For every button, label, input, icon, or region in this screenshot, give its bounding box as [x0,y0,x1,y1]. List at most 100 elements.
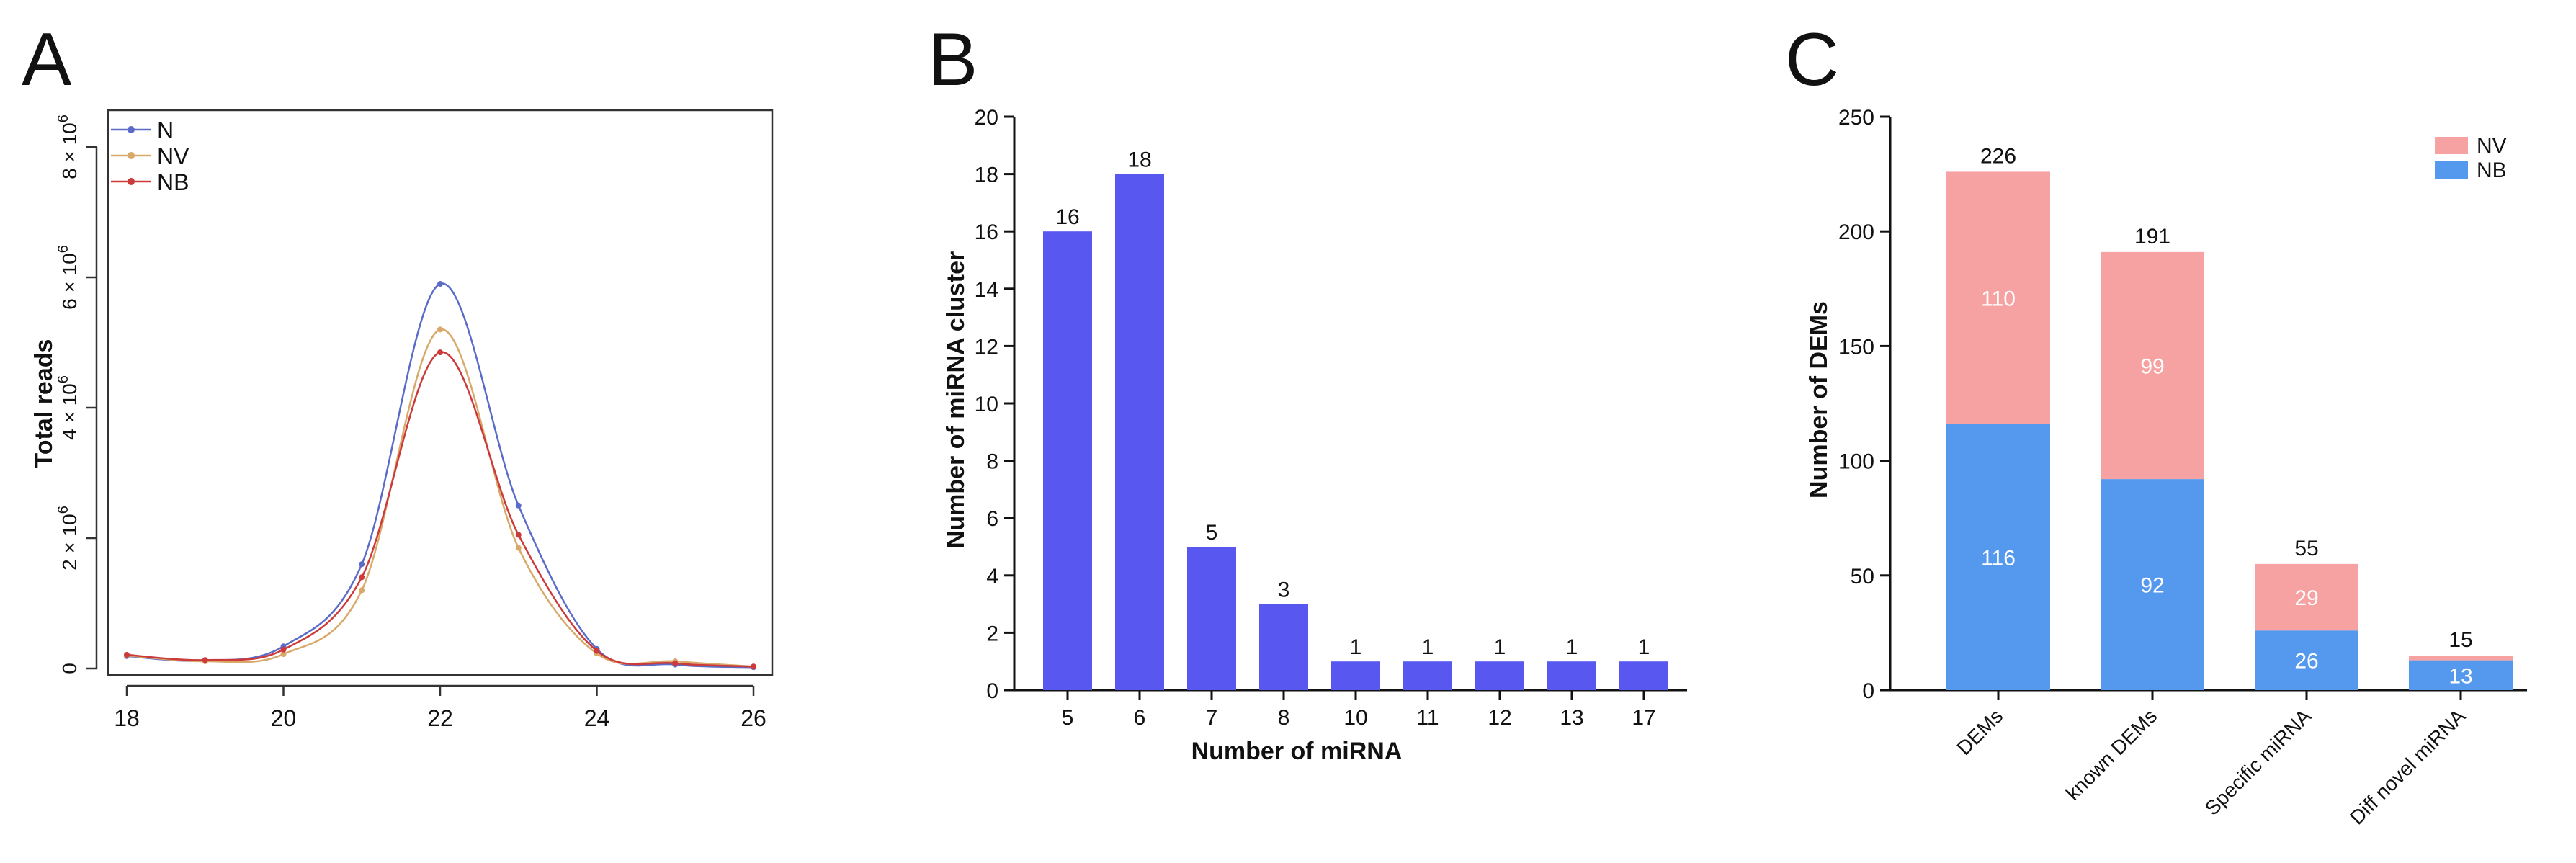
panel-b-data-label: 1 [1494,635,1506,659]
panel-a-series-line-nb [126,351,754,668]
panel-b-bar [1475,661,1524,690]
panel-b-bar [1043,231,1092,690]
panel-c-segment-label-nv: 99 [2140,354,2164,378]
panel-b-bars: 16 18 5 3 1 1 1 1 1 [1043,148,1668,691]
panel-a-y-tick-label-base: 2 × 10 [58,514,81,571]
panel-a-y-tick-label: 8 × 106 [55,115,81,179]
panel-b-data-label: 1 [1422,635,1434,659]
panel-c-bar-segment-nv [2101,251,2204,480]
panel-b-data-label: 16 [1055,205,1079,229]
panel-c-y-tick-label: 200 [1838,220,1874,244]
panel-b-bar [1547,661,1596,690]
panel-a-x-tick-label: 26 [741,705,766,731]
panel-c-bar-segment-nb [2409,660,2513,690]
panel-c-total-label: 226 [1980,144,2016,168]
panel-b-y-tick-label: 10 [975,393,998,416]
panel-a-y-tick-label-base: 0 [58,663,81,674]
panel-c-x-axis: DEMs known DEMs Specific miRNA Diff novel m… [1890,689,2527,829]
panel-c-bar-segment-nv [2409,656,2513,661]
panel-b-x-axis: 5 6 7 8 10 11 12 13 17 [1014,689,1687,730]
panel-a-point-nb [751,663,756,670]
panel-b-data-label: 18 [1127,148,1151,172]
panel-a-point-nb [124,651,130,658]
panel-c-total-label: 55 [2294,537,2318,560]
panel-b-y-tick-label: 14 [975,278,998,302]
panel-a-y-tick-label-group: 6 × 106 [55,245,81,310]
panel-a-point-n [359,561,365,568]
panel-letter-a: A [22,18,72,102]
panel-c-y-tick-label: 250 [1838,106,1874,130]
panel-b-y-axis: 0 2 4 6 8 10 12 14 16 18 20 [975,106,1016,703]
panel-c-x-tick-label: Specific miRNA [2201,705,2316,820]
panel-a-y-tick-label-group: 0 [58,663,81,674]
panel-a-point-n [437,281,443,287]
panel-b-y-axis-label: Number of miRNA cluster [942,251,970,548]
panel-b-x-tick-label: 13 [1560,706,1583,730]
panel-c-total-label: 15 [2448,628,2472,652]
panel-a-point-n [515,502,522,509]
panel-c-segment-label-nv: 110 [1981,287,2016,311]
panel-b-y-tick-label: 18 [975,164,998,187]
panel-a-y-tick-label-exponent: 6 [55,375,71,383]
panel-c-segment-label-nb: 26 [2294,650,2318,674]
panel-b-bar [1115,174,1164,691]
panel-a-y-tick-label-exponent: 6 [55,506,71,514]
panel-b-y-tick-label: 16 [975,220,998,244]
panel-a-point-nv [437,326,443,333]
panel-a-y-tick-label-base: 4 × 10 [58,383,81,440]
panel-a-legend-marker-n [128,126,135,133]
panel-b-bar [1187,547,1236,690]
panel-b-x-tick-label: 12 [1488,706,1511,730]
panel-a-y-axis-label: Total reads [30,339,58,468]
panel-a-y-tick-label-exponent: 6 [55,115,71,122]
panel-a-y-tick-label-exponent: 6 [55,245,71,253]
panel-b-y-tick-label: 4 [986,565,998,589]
panel-b-bar [1619,661,1668,690]
panel-c-x-tick-label: Diff novel miRNA [2345,705,2470,829]
panel-b-y-tick-label: 6 [986,507,998,531]
panel-b-y-tick-label: 0 [986,679,998,703]
panel-b-x-tick-label: 5 [1062,706,1074,730]
panel-a-y-tick-label-group: 4 × 106 [55,375,81,440]
panel-a-y-tick-label: 4 × 106 [55,375,81,440]
panel-a-y-tick-label-base: 8 × 10 [58,122,81,179]
panel-a-y-tick-label-base: 6 × 10 [58,253,81,310]
panel-a-point-nb [437,349,443,356]
panel-c-bars: 116 110 226 92 99 191 26 29 55 13 15 [1946,144,2513,690]
panel-c-total-label: 191 [2134,225,2170,249]
panel-a-legend-marker-nb [128,178,135,185]
panel-a-point-nb [594,648,600,654]
panel-b-y-tick-label: 20 [975,106,998,130]
panel-c-y-tick-label: 150 [1838,335,1874,359]
panel-a-point-nv [515,545,522,551]
panel-a-legend-marker-nv [128,152,135,159]
panel-a-point-nb [672,660,679,666]
panel-b-data-label: 1 [1566,635,1578,659]
panel-c-legend-swatch-nv [2435,137,2468,154]
panel-b-x-tick-label: 7 [1206,706,1218,730]
panel-c-legend-label-nv: NV [2477,134,2507,158]
panel-b-bar [1331,661,1380,690]
panel-b-data-label: 3 [1278,578,1290,602]
panel-a-x-tick-label: 22 [427,705,453,731]
panel-c-bar-segment-nv [2255,563,2358,631]
panel-c-bar-segment-nv [1946,171,2050,424]
panel-a-y-tick-label: 0 [58,663,81,674]
panel-c-x-tick-label: DEMs [1952,705,2007,759]
panel-b-y-tick-label: 2 [986,622,998,645]
panel-b-x-tick-label: 8 [1278,706,1290,730]
panel-a-series [124,281,756,671]
panel-c-bar-segment-nb [2255,630,2358,690]
panel-c-stacked-bar-chart: 0 50 100 150 200 250 DEMs known DEMs Specific m… [1805,106,2527,829]
panel-c-y-axis-label: Number of DEMs [1805,301,1833,498]
panel-c-y-tick-label: 50 [1851,565,1874,589]
panel-a-point-nb [515,532,522,538]
panel-c-x-tick-label: known DEMs [2062,705,2162,805]
panel-a-x-tick-label: 20 [271,705,297,731]
panel-c-y-tick-label: 0 [1862,679,1874,703]
panel-a-legend-label-n: N [157,117,174,143]
